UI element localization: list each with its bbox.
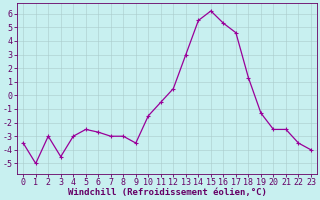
X-axis label: Windchill (Refroidissement éolien,°C): Windchill (Refroidissement éolien,°C) bbox=[68, 188, 267, 197]
